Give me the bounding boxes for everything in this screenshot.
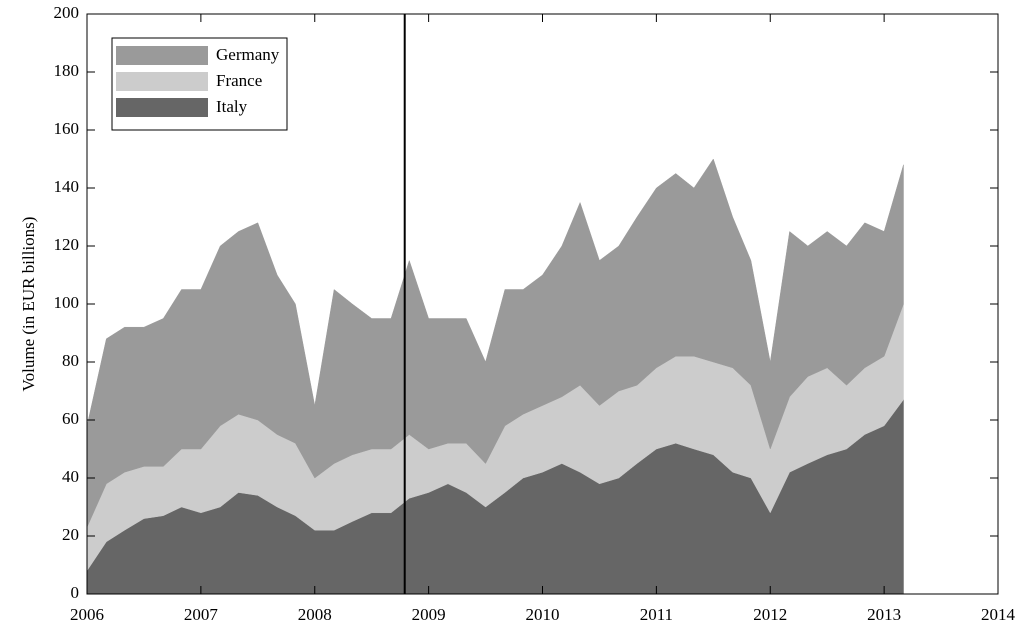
legend-swatch — [116, 46, 208, 65]
y-tick-label: 120 — [54, 235, 80, 254]
y-tick-label: 40 — [62, 467, 79, 486]
legend-swatch — [116, 72, 208, 91]
legend-label: France — [216, 71, 262, 90]
y-tick-label: 200 — [54, 3, 80, 22]
x-tick-label: 2009 — [412, 605, 446, 624]
x-tick-label: 2013 — [867, 605, 901, 624]
legend-label: Germany — [216, 45, 280, 64]
x-tick-label: 2008 — [298, 605, 332, 624]
x-tick-label: 2011 — [640, 605, 673, 624]
x-tick-label: 2007 — [184, 605, 219, 624]
y-tick-label: 180 — [54, 61, 80, 80]
y-tick-label: 160 — [54, 119, 80, 138]
y-tick-label: 60 — [62, 409, 79, 428]
legend-label: Italy — [216, 97, 248, 116]
y-tick-label: 0 — [71, 583, 80, 602]
y-tick-label: 20 — [62, 525, 79, 544]
y-tick-label: 80 — [62, 351, 79, 370]
x-tick-label: 2012 — [753, 605, 787, 624]
y-tick-label: 100 — [54, 293, 80, 312]
x-tick-label: 2014 — [981, 605, 1016, 624]
legend-swatch — [116, 98, 208, 117]
x-tick-label: 2010 — [526, 605, 560, 624]
x-tick-label: 2006 — [70, 605, 104, 624]
y-axis-label: Volume (in EUR billions) — [19, 217, 38, 392]
area — [86, 158, 904, 528]
y-tick-label: 140 — [54, 177, 80, 196]
